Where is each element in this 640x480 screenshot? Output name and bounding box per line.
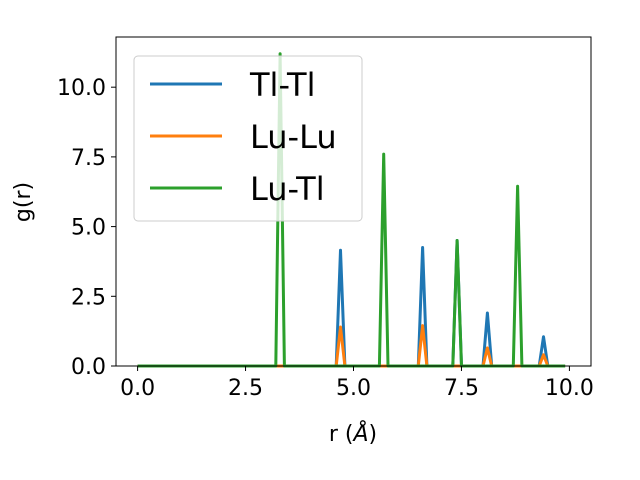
- x-tick-label: 0.0: [120, 376, 155, 401]
- y-tick-label: 2.5: [71, 285, 106, 310]
- legend-frame: [133, 55, 363, 222]
- y-tick-label: 5.0: [71, 216, 106, 241]
- legend-label-lu-lu: Lu-Lu: [250, 118, 337, 156]
- x-tick-label: 7.5: [444, 376, 479, 401]
- legend-label-lu-tl: Lu-Tl: [250, 170, 325, 208]
- legend-label-tl-tl: Tl-Tl: [249, 66, 315, 104]
- y-tick-label: 7.5: [71, 146, 106, 171]
- y-tick-label: 0.0: [71, 355, 106, 380]
- x-axis-ticks: 0.0 2.5 5.0 7.5 10.0: [120, 366, 594, 401]
- y-axis-label: g(r): [11, 182, 36, 222]
- legend: Tl-Tl Lu-Lu Lu-Tl: [133, 55, 363, 222]
- x-tick-label: 2.5: [228, 376, 263, 401]
- x-tick-label: 5.0: [336, 376, 371, 401]
- y-axis-ticks: 0.0 2.5 5.0 7.5 10.0: [57, 76, 116, 380]
- x-axis-label: r (Å): [329, 420, 377, 447]
- y-tick-label: 10.0: [57, 76, 106, 101]
- x-tick-label: 10.0: [545, 376, 594, 401]
